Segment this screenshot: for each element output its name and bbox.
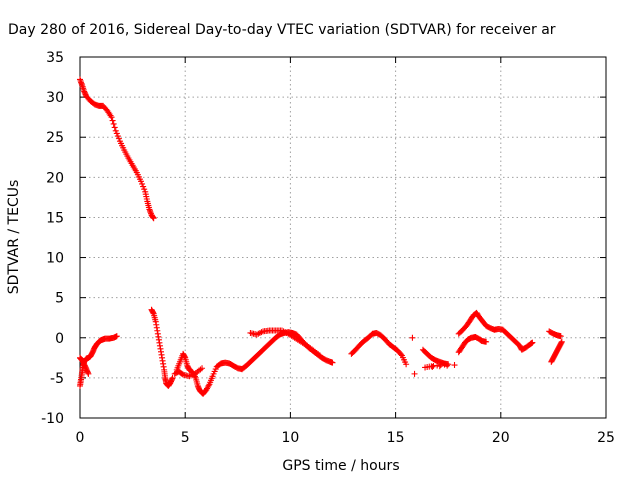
- y-tick-label: 30: [46, 90, 64, 106]
- data-point: [403, 361, 410, 368]
- series-arc-1: [77, 76, 157, 222]
- y-axis-label: SDTVAR / TECUs: [6, 180, 22, 295]
- data-point: [422, 364, 429, 371]
- y-tick-label: 10: [46, 251, 64, 267]
- data-point: [529, 339, 536, 346]
- data-point: [199, 365, 206, 372]
- y-tick-label: 25: [46, 130, 64, 146]
- data-point: [429, 363, 436, 370]
- data-point: [140, 183, 147, 190]
- data-point: [85, 370, 92, 377]
- data-point: [113, 130, 120, 137]
- x-tick-label: 10: [281, 430, 299, 446]
- series-arc-5b: [247, 327, 323, 359]
- data-point: [111, 124, 118, 131]
- data-point: [139, 180, 146, 187]
- data-point: [110, 120, 117, 127]
- data-point: [397, 351, 404, 358]
- series-arc-6: [348, 329, 410, 368]
- data-point: [112, 127, 119, 134]
- x-tick-label: 5: [181, 430, 190, 446]
- data-point: [141, 186, 148, 193]
- x-tick-label: 15: [387, 430, 405, 446]
- y-tick-label: 5: [55, 291, 64, 307]
- plot-frame: [79, 56, 607, 419]
- y-tick-label: 20: [46, 170, 64, 186]
- y-tick-label: 0: [55, 331, 64, 347]
- data-point: [113, 333, 120, 340]
- x-tick-label: 25: [597, 430, 615, 446]
- series-arc-7: [409, 334, 458, 377]
- data-point: [444, 362, 451, 369]
- axis-ticks: 0 5 10 15 20 25 -10 -5 0 5 10 15 20 25 30 35: [41, 50, 615, 446]
- data-point: [169, 374, 176, 381]
- data-point: [179, 370, 186, 377]
- data-point: [115, 135, 122, 142]
- data-point: [150, 215, 157, 222]
- data-point: [483, 338, 490, 345]
- y-tick-label: 35: [46, 50, 64, 66]
- chart-title: Day 280 of 2016, Sidereal Day-to-day VTE…: [8, 22, 556, 38]
- y-tick-label: -10: [41, 411, 64, 427]
- data-point: [109, 117, 116, 124]
- data-point: [558, 338, 565, 345]
- y-tick-label: -5: [50, 371, 64, 387]
- data-points: [77, 76, 565, 397]
- y-tick-label: 15: [46, 210, 64, 226]
- grid: [80, 57, 606, 418]
- data-point: [557, 333, 564, 340]
- series-arc-9: [455, 309, 536, 353]
- series-arc-8: [455, 333, 490, 356]
- x-tick-label: 0: [76, 430, 85, 446]
- series-arc-4b: [171, 365, 206, 380]
- data-point: [411, 370, 418, 377]
- data-point: [205, 382, 212, 389]
- data-point: [451, 362, 458, 369]
- data-point: [138, 178, 145, 185]
- data-point: [316, 352, 323, 359]
- x-axis-label: GPS time / hours: [282, 458, 399, 474]
- series-arc-2b: [77, 354, 92, 377]
- data-point: [108, 114, 115, 121]
- data-point: [436, 363, 443, 370]
- data-point: [409, 334, 416, 341]
- data-point: [329, 359, 336, 366]
- series-arc-3: [148, 306, 176, 389]
- x-tick-label: 20: [492, 430, 510, 446]
- data-point: [114, 133, 121, 140]
- series-arc-10: [546, 328, 565, 365]
